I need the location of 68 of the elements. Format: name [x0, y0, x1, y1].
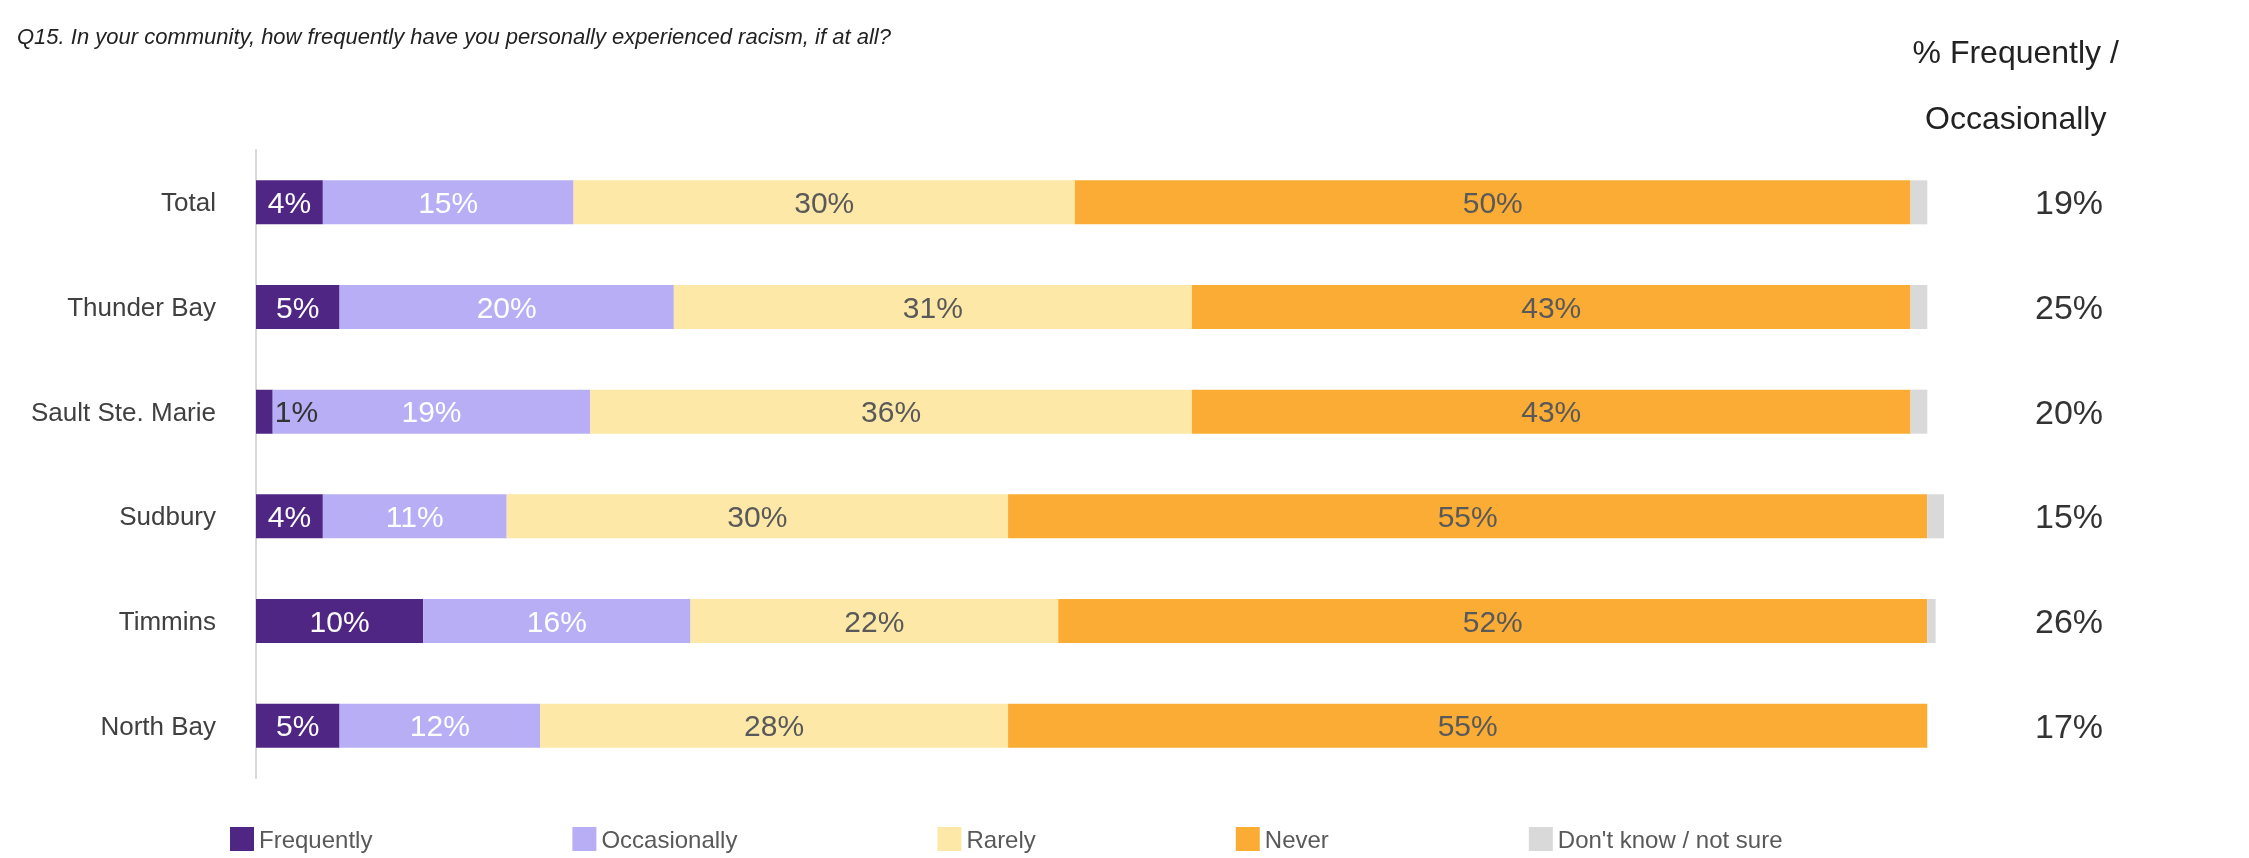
text: 25%	[2034, 288, 2104, 326]
data-label: 55%	[1437, 499, 1498, 533]
data-label: 52%	[1462, 604, 1523, 638]
data-label: 55%	[1437, 709, 1498, 743]
text: 20%	[2034, 392, 2104, 431]
bar	[1910, 180, 1928, 225]
bar	[1910, 389, 1928, 434]
y-tick-label: North Bay	[100, 710, 216, 741]
data-label: 36%	[861, 395, 922, 429]
text: 26%	[2034, 602, 2104, 640]
bar	[690, 599, 1059, 643]
bar	[339, 285, 674, 329]
bar	[339, 703, 541, 748]
text: % Frequently / Occasionally	[1912, 34, 2119, 136]
data-label: 15%	[418, 185, 479, 219]
bar	[573, 180, 1075, 225]
bar	[590, 389, 1192, 434]
data-label: 20%	[476, 290, 537, 324]
data-label: 10%	[309, 604, 370, 638]
data-label: 4%	[267, 499, 312, 533]
legend-label: Don't know / not sure	[1557, 825, 1783, 853]
bar	[1074, 180, 1911, 225]
text: 17%	[2034, 706, 2104, 745]
bar	[1927, 494, 1944, 539]
data-label: 43%	[1521, 290, 1582, 324]
data-label: 12%	[409, 709, 470, 743]
data-label: 19%	[401, 395, 462, 429]
chart-title: Q15. In your community, how frequently have you personally experienced racism, if at all?	[17, 23, 892, 49]
y-tick-label: Thunder Bay	[67, 292, 216, 322]
legend-label: Occasionally	[601, 825, 738, 853]
bar	[256, 599, 424, 643]
data-label: 43%	[1521, 395, 1582, 429]
data-label: 1%	[274, 395, 319, 429]
bar	[540, 703, 1009, 748]
bar	[322, 180, 574, 225]
data-label: 5%	[276, 290, 320, 324]
data-label: 11%	[385, 499, 444, 533]
data-label: 5%	[276, 709, 320, 743]
text: 15%	[2034, 497, 2104, 536]
text: 19%	[2034, 183, 2104, 222]
data-label: 4%	[267, 185, 312, 219]
y-tick-label: Timmins	[118, 606, 216, 636]
data-label: 16%	[526, 604, 587, 638]
data-label: 30%	[727, 499, 788, 533]
data-label: 50%	[1462, 185, 1523, 219]
bar	[272, 389, 591, 434]
bar	[506, 494, 1009, 539]
data-label: 31%	[902, 290, 963, 324]
bar	[1058, 599, 1928, 643]
legend-label: Never	[1264, 825, 1329, 853]
bar	[322, 494, 507, 539]
bar	[423, 599, 691, 643]
bar	[1008, 703, 1928, 748]
legend-label: Rarely	[966, 825, 1036, 853]
bar	[1910, 285, 1928, 329]
bar	[1927, 599, 1936, 643]
bar	[1191, 389, 1911, 434]
y-tick-label: Total	[161, 187, 216, 218]
legend-label: Frequently	[259, 825, 373, 853]
bar	[673, 285, 1192, 329]
y-tick-label: Sault Ste. Marie	[31, 396, 216, 427]
y-tick-label: Sudbury	[119, 501, 216, 532]
bar	[1191, 285, 1911, 329]
data-label: 22%	[844, 604, 905, 638]
data-label: 30%	[794, 185, 855, 219]
bar	[256, 389, 273, 434]
bar	[1008, 494, 1928, 539]
data-label: 28%	[744, 709, 805, 743]
